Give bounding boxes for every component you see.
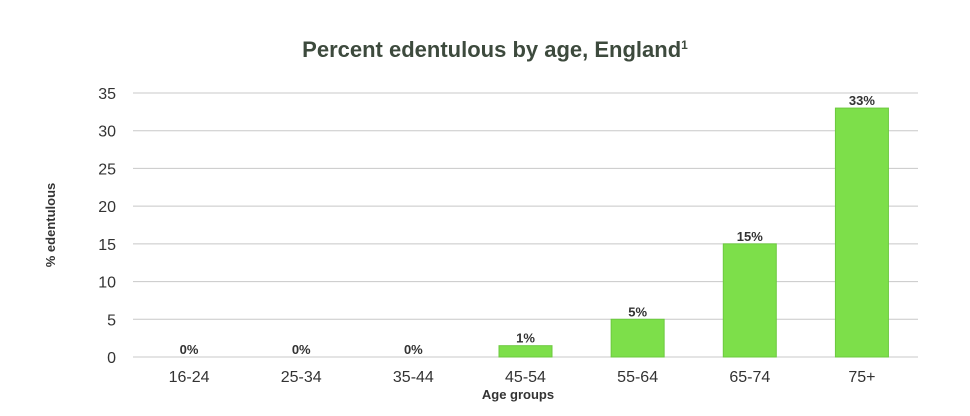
- x-tick-label: 75+: [848, 369, 875, 386]
- y-axis-ticks: 0 5 10 15 20 25 30 35: [98, 86, 116, 367]
- y-tick-label: 20: [98, 199, 116, 216]
- bar: [834, 107, 889, 358]
- chart-title: Percent edentulous by age, England1: [302, 37, 688, 62]
- y-tick-label: 0: [107, 350, 116, 367]
- x-tick-label: 35-44: [393, 369, 434, 386]
- data-label: 1%: [516, 331, 535, 346]
- data-label: 33%: [849, 93, 875, 108]
- data-labels: 0% 0% 0% 1% 5% 15% 33%: [180, 93, 876, 357]
- y-tick-label: 15: [98, 237, 116, 254]
- bars: [498, 107, 889, 358]
- y-tick-label: 5: [107, 312, 116, 329]
- gridlines: [133, 92, 918, 358]
- y-tick-label: 35: [98, 86, 116, 103]
- data-label: 15%: [737, 229, 763, 244]
- x-axis-label: Age groups: [482, 387, 554, 402]
- bar: [722, 243, 777, 358]
- bar: [610, 318, 665, 358]
- data-label: 0%: [404, 342, 423, 357]
- x-axis-ticks: 16-24 25-34 35-44 45-54 55-64 65-74 75+: [169, 369, 876, 386]
- chart-title-superscript: 1: [681, 38, 688, 52]
- data-label: 5%: [628, 304, 647, 319]
- x-tick-label: 16-24: [169, 369, 210, 386]
- x-tick-label: 25-34: [281, 369, 322, 386]
- y-axis-label: % edentulous: [43, 183, 58, 268]
- bar: [498, 345, 553, 358]
- data-label: 0%: [292, 342, 311, 357]
- x-tick-label: 65-74: [729, 369, 770, 386]
- x-tick-label: 55-64: [617, 369, 658, 386]
- y-tick-label: 30: [98, 124, 116, 141]
- y-tick-label: 25: [98, 161, 116, 178]
- y-tick-label: 10: [98, 275, 116, 292]
- x-tick-label: 45-54: [505, 369, 546, 386]
- data-label: 0%: [180, 342, 199, 357]
